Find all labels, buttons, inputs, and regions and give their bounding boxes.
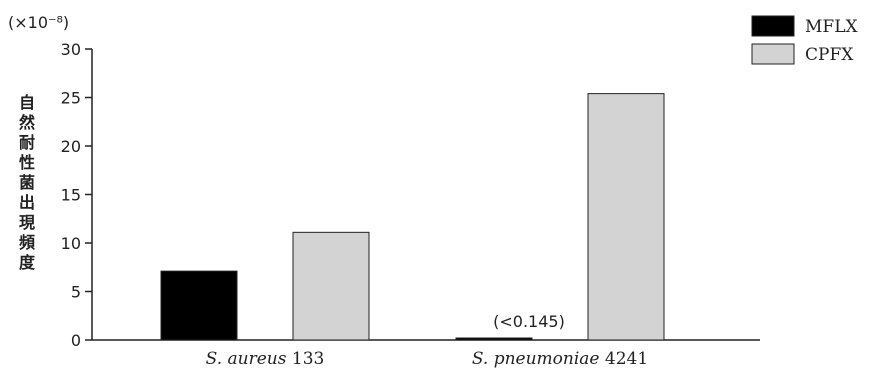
- y-axis-title-char: 然: [19, 113, 35, 132]
- y-tick-label: 10: [61, 234, 81, 253]
- legend: MFLX CPFX: [751, 15, 858, 65]
- y-axis-title-char: 頻: [19, 233, 35, 252]
- bars: [160, 93, 665, 341]
- y-unit-label: (×10⁻⁸): [8, 13, 69, 32]
- legend-label-cpfx: CPFX: [805, 45, 854, 65]
- legend-swatch-cpfx: [751, 43, 795, 65]
- y-tick-label: 15: [61, 186, 81, 205]
- y-tick-label: 20: [61, 137, 81, 156]
- y-axis-title-char: 自: [19, 93, 35, 112]
- legend-label-mflx: MFLX: [805, 17, 858, 37]
- y-axis-title-char: 菌: [19, 173, 35, 192]
- x-tick-labels: S. aureus 133 S. pneumoniae 4241: [206, 349, 648, 369]
- y-ticks: 0 5 10 15 20 25 30: [61, 40, 92, 350]
- bar-cpfx-0: [292, 231, 370, 341]
- y-tick-label: 30: [61, 40, 81, 59]
- annotation-lt-0-145: (<0.145): [493, 312, 565, 331]
- y-axis-title-char: 出: [19, 193, 35, 212]
- legend-swatch-mflx: [751, 15, 795, 37]
- bar-cpfx-1: [587, 93, 665, 341]
- y-axis-title-char: 度: [19, 253, 36, 272]
- y-tick-label: 25: [61, 89, 81, 108]
- bar-mflx-0: [160, 270, 238, 341]
- y-axis-title-char: 現: [19, 213, 35, 232]
- bar-mflx-1: [455, 337, 533, 341]
- x-category-label: S. aureus 133: [206, 349, 325, 369]
- y-tick-label: 0: [71, 331, 81, 350]
- x-category-label: S. pneumoniae 4241: [472, 349, 648, 369]
- y-axis-title-char: 耐: [19, 133, 35, 152]
- y-axis-title-char: 性: [19, 153, 35, 172]
- y-tick-label: 5: [71, 283, 81, 302]
